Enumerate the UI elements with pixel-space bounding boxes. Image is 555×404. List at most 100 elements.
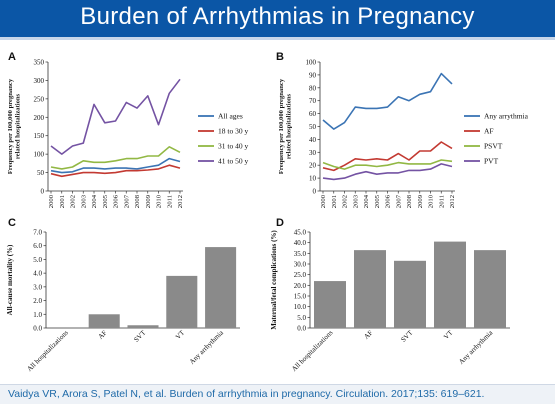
y-tick-label-B: 90 xyxy=(309,71,317,79)
x-tick-label-A: 2008 xyxy=(134,194,141,208)
x-tick-label-B: 2008 xyxy=(406,194,413,208)
legend-label-B: PVT xyxy=(484,157,499,166)
x-tick-label-B: 2006 xyxy=(385,194,392,208)
y-axis-label-D: Maternal/fetal complications (%) xyxy=(270,230,278,330)
y-axis-label-A-line: Frequency per 100,000 pregnancy xyxy=(7,78,14,174)
y-tick-label-D: 45.0 xyxy=(294,229,307,237)
y-tick-label-B: 60 xyxy=(309,110,317,118)
y-tick-label-C: 6.0 xyxy=(33,242,42,250)
x-tick-label-A: 2005 xyxy=(102,194,109,208)
x-tick-label-B: 2012 xyxy=(449,195,456,208)
series-line-B-af xyxy=(322,141,453,172)
panel-letter-C: C xyxy=(8,217,16,229)
slide-title: Burden of Arrhythmias in Pregnancy xyxy=(80,3,475,30)
x-tick-label-A: 2001 xyxy=(59,195,66,208)
bar-C-4 xyxy=(205,247,237,328)
series-line-B-psvt xyxy=(322,159,453,170)
legend-label-B: AF xyxy=(484,127,494,136)
y-tick-label-B: 10 xyxy=(309,175,317,183)
x-tick-label-A: 2007 xyxy=(123,194,130,208)
y-tick-label-B: 80 xyxy=(309,84,317,92)
bar-D-3 xyxy=(434,241,466,328)
citation-text: Vaidya VR, Arora S, Patel N, et al. Burd… xyxy=(8,388,485,400)
panel-letter-A: A xyxy=(8,51,16,63)
bar-D-2 xyxy=(394,260,426,328)
series-line-B-pvt xyxy=(322,163,453,181)
y-tick-label-B: 50 xyxy=(309,123,317,131)
y-tick-label-A: 100 xyxy=(34,151,45,159)
bar-C-3 xyxy=(166,275,198,328)
series-line-B-any-arrythmia xyxy=(322,72,453,130)
panel-letter-B: B xyxy=(276,51,284,63)
y-tick-label-D: 25.0 xyxy=(294,271,307,279)
y-tick-label-C: 0.0 xyxy=(33,325,42,333)
x-tick-label-C: VT xyxy=(174,328,187,341)
x-tick-label-A: 2011 xyxy=(166,195,173,208)
figure-panel: A 0 50 100 150 200 250 300 350 2000 2001 2002 2003 20… xyxy=(0,40,555,385)
x-tick-label-B: 2005 xyxy=(374,194,381,208)
y-tick-label-D: 10.0 xyxy=(294,303,307,311)
x-tick-label-B: 2007 xyxy=(395,194,402,208)
title-bar: Burden of Arrhythmias in Pregnancy xyxy=(0,0,555,40)
x-tick-label-C: Any arrhythmia xyxy=(188,328,226,366)
y-tick-label-D: 0.0 xyxy=(297,325,306,333)
y-axis-label-A-line: related hospitalizations xyxy=(15,93,22,159)
bar-D-4 xyxy=(474,250,506,328)
x-tick-label-B: 2010 xyxy=(428,194,435,208)
legend-label-A: All ages xyxy=(218,112,243,121)
x-tick-label-B: 2001 xyxy=(331,195,338,208)
series-line-A-31-to-40-y xyxy=(50,146,181,170)
legend-label-A: 31 to 40 y xyxy=(218,142,248,151)
y-axis-label-D-line: Maternal/fetal complications (%) xyxy=(270,230,278,330)
y-tick-label-B: 0 xyxy=(313,188,317,196)
x-tick-label-A: 2010 xyxy=(156,194,163,208)
y-tick-label-A: 250 xyxy=(34,95,45,103)
y-axis-label-A: Frequency per 100,000 pregnancyrelated h… xyxy=(7,78,22,174)
x-tick-label-D: VT xyxy=(442,328,455,341)
panel-letter-D: D xyxy=(276,217,284,229)
y-tick-label-C: 4.0 xyxy=(33,270,42,278)
x-tick-label-C: SVT xyxy=(132,328,148,344)
x-tick-label-A: 2003 xyxy=(80,194,87,208)
y-tick-label-B: 100 xyxy=(306,59,317,67)
legend-label-B: Any arrythmia xyxy=(484,112,529,121)
x-tick-label-A: 2000 xyxy=(48,194,55,208)
series-line-A-41-to-50-y xyxy=(50,78,181,155)
y-tick-label-B: 40 xyxy=(309,136,317,144)
y-axis-label-C-line: All-cause mortality (%) xyxy=(6,244,14,315)
y-tick-label-C: 5.0 xyxy=(33,256,42,264)
y-tick-label-A: 50 xyxy=(37,169,45,177)
y-axis-label-C: All-cause mortality (%) xyxy=(6,244,14,315)
x-tick-label-B: 2009 xyxy=(417,194,424,208)
y-tick-label-A: 200 xyxy=(34,114,45,122)
x-tick-label-C: AF xyxy=(97,329,109,341)
bar-D-1 xyxy=(354,250,386,328)
x-tick-label-A: 2006 xyxy=(113,194,120,208)
x-tick-label-A: 2012 xyxy=(177,195,184,208)
legend-label-B: PSVT xyxy=(484,142,503,151)
x-tick-label-A: 2004 xyxy=(91,194,98,208)
y-tick-label-A: 350 xyxy=(34,59,45,67)
y-axis-label-B-line: Frequency per 100,000 pregnancy xyxy=(278,78,285,174)
x-tick-label-B: 2003 xyxy=(352,194,359,208)
x-tick-label-D: AF xyxy=(362,329,374,341)
footer: Vaidya VR, Arora S, Patel N, et al. Burd… xyxy=(0,384,555,404)
x-tick-label-D: All hospitalizations xyxy=(290,329,334,373)
y-tick-label-A: 150 xyxy=(34,132,45,140)
y-tick-label-A: 300 xyxy=(34,77,45,85)
y-tick-label-D: 5.0 xyxy=(297,314,306,322)
y-tick-label-D: 40.0 xyxy=(294,239,307,247)
x-tick-label-B: 2000 xyxy=(320,194,327,208)
y-tick-label-D: 30.0 xyxy=(294,261,307,269)
series-line-A-18-to-30-y xyxy=(50,164,181,178)
x-tick-label-B: 2002 xyxy=(342,195,349,208)
y-tick-label-D: 15.0 xyxy=(294,293,307,301)
y-tick-label-C: 7.0 xyxy=(33,229,42,237)
x-tick-label-C: All hospitalizations xyxy=(26,329,70,373)
x-tick-label-A: 2009 xyxy=(145,194,152,208)
legend-label-A: 18 to 30 y xyxy=(218,127,248,136)
y-axis-label-B: Frequency per 100,000 pregnancyrelated h… xyxy=(278,78,293,174)
x-tick-label-B: 2004 xyxy=(363,194,370,208)
y-tick-label-A: 0 xyxy=(41,188,45,196)
